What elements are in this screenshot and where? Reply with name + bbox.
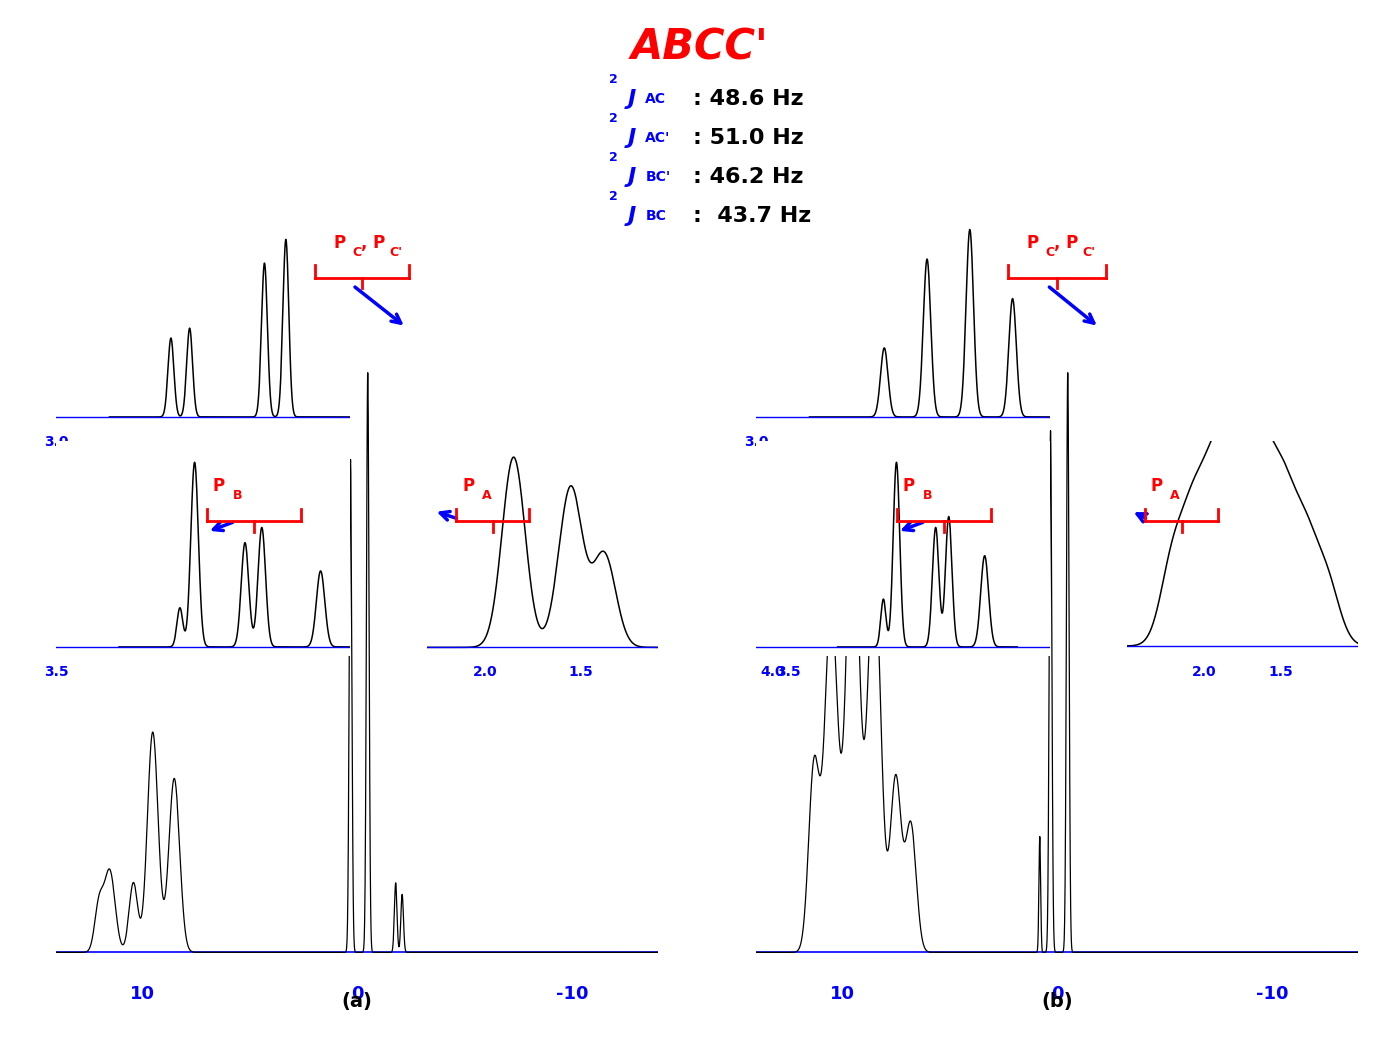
Text: (a): (a) <box>342 992 372 1011</box>
Text: P: P <box>462 477 475 495</box>
Text: J: J <box>627 89 636 109</box>
Text: B: B <box>923 490 932 502</box>
Text: : 51.0 Hz: : 51.0 Hz <box>693 128 804 148</box>
Text: 2: 2 <box>609 151 617 164</box>
Text: , P: , P <box>1054 234 1078 252</box>
Text: 2: 2 <box>609 190 617 202</box>
Text: J: J <box>627 167 636 187</box>
Text: BC: BC <box>645 209 666 222</box>
Text: (b): (b) <box>1042 992 1072 1011</box>
Text: A: A <box>482 490 491 502</box>
Text: 2: 2 <box>609 112 617 125</box>
Text: C': C' <box>389 247 402 259</box>
Text: C: C <box>353 247 363 259</box>
Text: C': C' <box>1082 247 1095 259</box>
Text: : 46.2 Hz: : 46.2 Hz <box>693 167 804 187</box>
Text: A: A <box>1170 490 1180 502</box>
Text: :  43.7 Hz: : 43.7 Hz <box>693 206 811 226</box>
Text: C: C <box>1046 247 1056 259</box>
Text: P: P <box>903 477 916 495</box>
Text: J: J <box>627 128 636 148</box>
Text: BC': BC' <box>645 170 671 184</box>
Text: P: P <box>213 477 225 495</box>
Text: : 48.6 Hz: : 48.6 Hz <box>693 89 804 109</box>
Text: 2: 2 <box>609 73 617 86</box>
Text: AC': AC' <box>645 131 671 145</box>
Text: B: B <box>232 490 242 502</box>
Text: P: P <box>333 234 346 252</box>
Text: P: P <box>1151 477 1163 495</box>
Text: AC: AC <box>645 92 666 106</box>
Text: J: J <box>627 206 636 226</box>
Text: P: P <box>1026 234 1039 252</box>
Text: , P: , P <box>361 234 385 252</box>
Text: ABCC': ABCC' <box>631 26 769 68</box>
